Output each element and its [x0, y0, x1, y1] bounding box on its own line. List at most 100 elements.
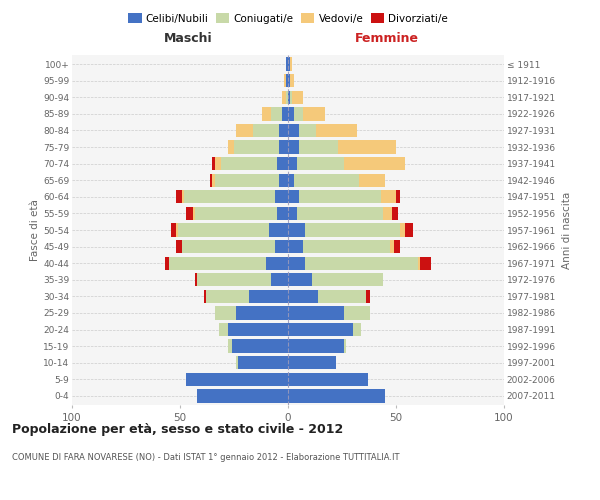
Bar	[303, 108, 325, 120]
Bar	[262, 108, 271, 120]
Legend: Celibi/Nubili, Coniugati/e, Vedovi/e, Divorziati/e: Celibi/Nubili, Coniugati/e, Vedovi/e, Di…	[126, 11, 450, 26]
Bar	[394, 240, 400, 253]
Bar	[277, 157, 288, 170]
Bar	[280, 174, 288, 187]
Bar	[176, 240, 182, 253]
Bar	[396, 190, 400, 203]
Bar	[288, 157, 296, 170]
Bar	[318, 290, 366, 303]
Bar	[389, 240, 394, 253]
Bar	[288, 74, 290, 88]
Bar	[281, 90, 286, 104]
Bar	[404, 224, 413, 236]
Bar	[195, 207, 277, 220]
Bar	[312, 273, 383, 286]
Bar	[193, 207, 195, 220]
Bar	[182, 240, 275, 253]
Bar	[290, 74, 295, 88]
Bar	[219, 323, 227, 336]
Bar	[227, 340, 232, 352]
Bar	[290, 58, 292, 71]
Bar	[290, 90, 292, 104]
Bar	[392, 207, 398, 220]
Bar	[359, 174, 385, 187]
Bar	[288, 290, 318, 303]
Y-axis label: Anni di nascita: Anni di nascita	[562, 192, 572, 268]
Bar	[316, 124, 357, 137]
Bar	[288, 174, 295, 187]
Bar	[288, 140, 299, 153]
Bar	[420, 256, 431, 270]
Bar	[215, 157, 221, 170]
Bar	[366, 290, 370, 303]
Bar	[165, 256, 169, 270]
Bar	[249, 290, 288, 303]
Bar	[288, 356, 335, 370]
Bar	[212, 157, 215, 170]
Bar	[299, 124, 316, 137]
Bar	[234, 140, 280, 153]
Bar	[227, 140, 234, 153]
Bar	[286, 90, 288, 104]
Bar	[178, 224, 269, 236]
Bar	[344, 157, 404, 170]
Bar	[176, 224, 178, 236]
Bar	[182, 190, 184, 203]
Bar	[288, 273, 312, 286]
Bar	[215, 306, 236, 320]
Bar	[288, 207, 296, 220]
Bar	[232, 340, 288, 352]
Bar	[176, 190, 182, 203]
Bar	[280, 140, 288, 153]
Bar	[184, 190, 275, 203]
Bar	[288, 90, 290, 104]
Text: COMUNE DI FARA NOVARESE (NO) - Dati ISTAT 1° gennaio 2012 - Elaborazione TUTTITA: COMUNE DI FARA NOVARESE (NO) - Dati ISTA…	[12, 452, 400, 462]
Bar	[288, 372, 368, 386]
Bar	[271, 108, 281, 120]
Bar	[266, 256, 288, 270]
Bar	[281, 108, 288, 120]
Bar	[197, 389, 288, 402]
Bar	[215, 174, 280, 187]
Bar	[353, 323, 361, 336]
Bar	[288, 224, 305, 236]
Bar	[286, 58, 288, 71]
Bar	[269, 224, 288, 236]
Bar	[344, 340, 346, 352]
Bar	[275, 240, 288, 253]
Bar	[292, 90, 303, 104]
Bar	[275, 190, 288, 203]
Bar	[236, 306, 288, 320]
Bar	[295, 174, 359, 187]
Bar	[238, 356, 288, 370]
Bar	[305, 256, 418, 270]
Bar	[284, 74, 286, 88]
Y-axis label: Fasce di età: Fasce di età	[30, 199, 40, 261]
Bar	[288, 256, 305, 270]
Text: Femmine: Femmine	[355, 32, 419, 44]
Bar	[288, 340, 344, 352]
Bar	[187, 372, 288, 386]
Bar	[172, 224, 176, 236]
Bar	[280, 124, 288, 137]
Bar	[288, 108, 295, 120]
Bar	[187, 207, 193, 220]
Bar	[296, 157, 344, 170]
Bar	[305, 224, 400, 236]
Bar	[288, 190, 299, 203]
Bar	[195, 273, 197, 286]
Bar	[288, 58, 290, 71]
Bar	[296, 207, 383, 220]
Text: Maschi: Maschi	[164, 32, 213, 44]
Bar	[288, 240, 303, 253]
Bar	[338, 140, 396, 153]
Bar	[253, 124, 280, 137]
Bar	[299, 140, 338, 153]
Bar	[212, 174, 215, 187]
Bar	[303, 240, 389, 253]
Bar	[344, 306, 370, 320]
Bar	[288, 389, 385, 402]
Bar	[295, 108, 303, 120]
Bar	[288, 124, 299, 137]
Bar	[299, 190, 381, 203]
